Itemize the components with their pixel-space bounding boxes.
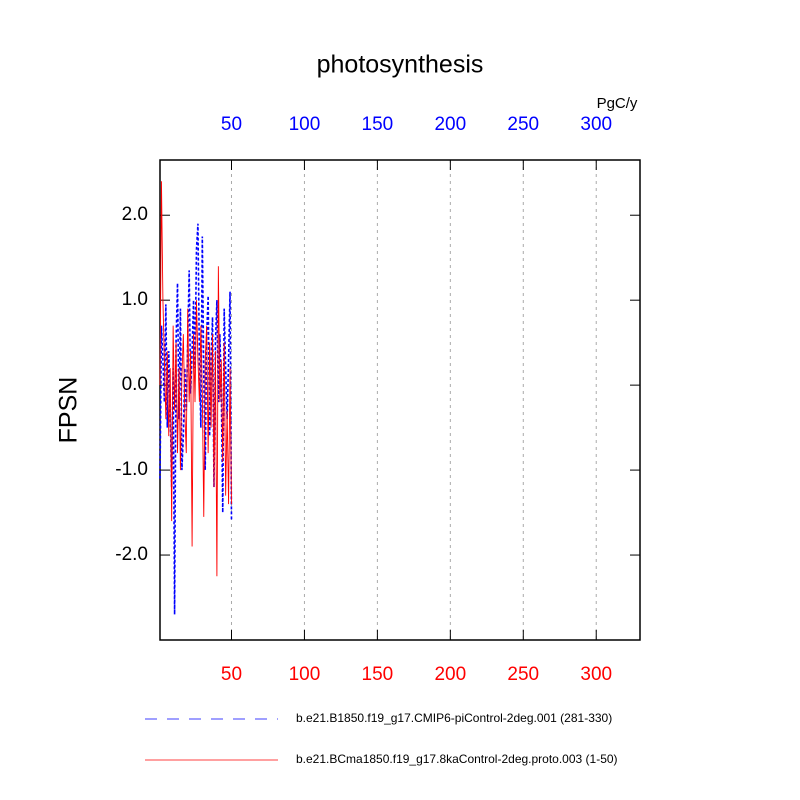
- y-tick-label: 1.0: [122, 289, 148, 310]
- x-tick-label-top: 100: [289, 114, 321, 135]
- x-tick-label: 50: [221, 664, 242, 685]
- x-tick-label: 300: [580, 664, 612, 685]
- y-tick-label: 0.0: [122, 374, 148, 395]
- x-tick-label-top: 150: [362, 114, 394, 135]
- y-tick-label: 2.0: [122, 204, 148, 225]
- x-tick-label-top: 200: [434, 114, 466, 135]
- legend-label: b.e21.B1850.f19_g17.CMIP6-piControl-2deg…: [296, 711, 612, 725]
- y-axis-label: FPSN: [55, 377, 83, 444]
- x-tick-label: 150: [362, 664, 394, 685]
- x-tick-label: 200: [434, 664, 466, 685]
- x-tick-label-top: 300: [580, 114, 612, 135]
- legend-label: b.e21.BCma1850.f19_g17.8kaControl-2deg.p…: [296, 752, 618, 766]
- x-tick-label: 250: [507, 664, 539, 685]
- x-tick-label-top: 50: [221, 114, 242, 135]
- x-tick-label-top: 250: [507, 114, 539, 135]
- series-line: [159, 181, 232, 577]
- chart-title: photosynthesis: [317, 51, 484, 79]
- plot-frame: [159, 159, 641, 641]
- y-tick-label: -1.0: [115, 459, 148, 480]
- x-tick-label: 100: [289, 664, 321, 685]
- x-units-label: PgC/y: [597, 95, 638, 112]
- y-tick-label: -2.0: [115, 544, 148, 565]
